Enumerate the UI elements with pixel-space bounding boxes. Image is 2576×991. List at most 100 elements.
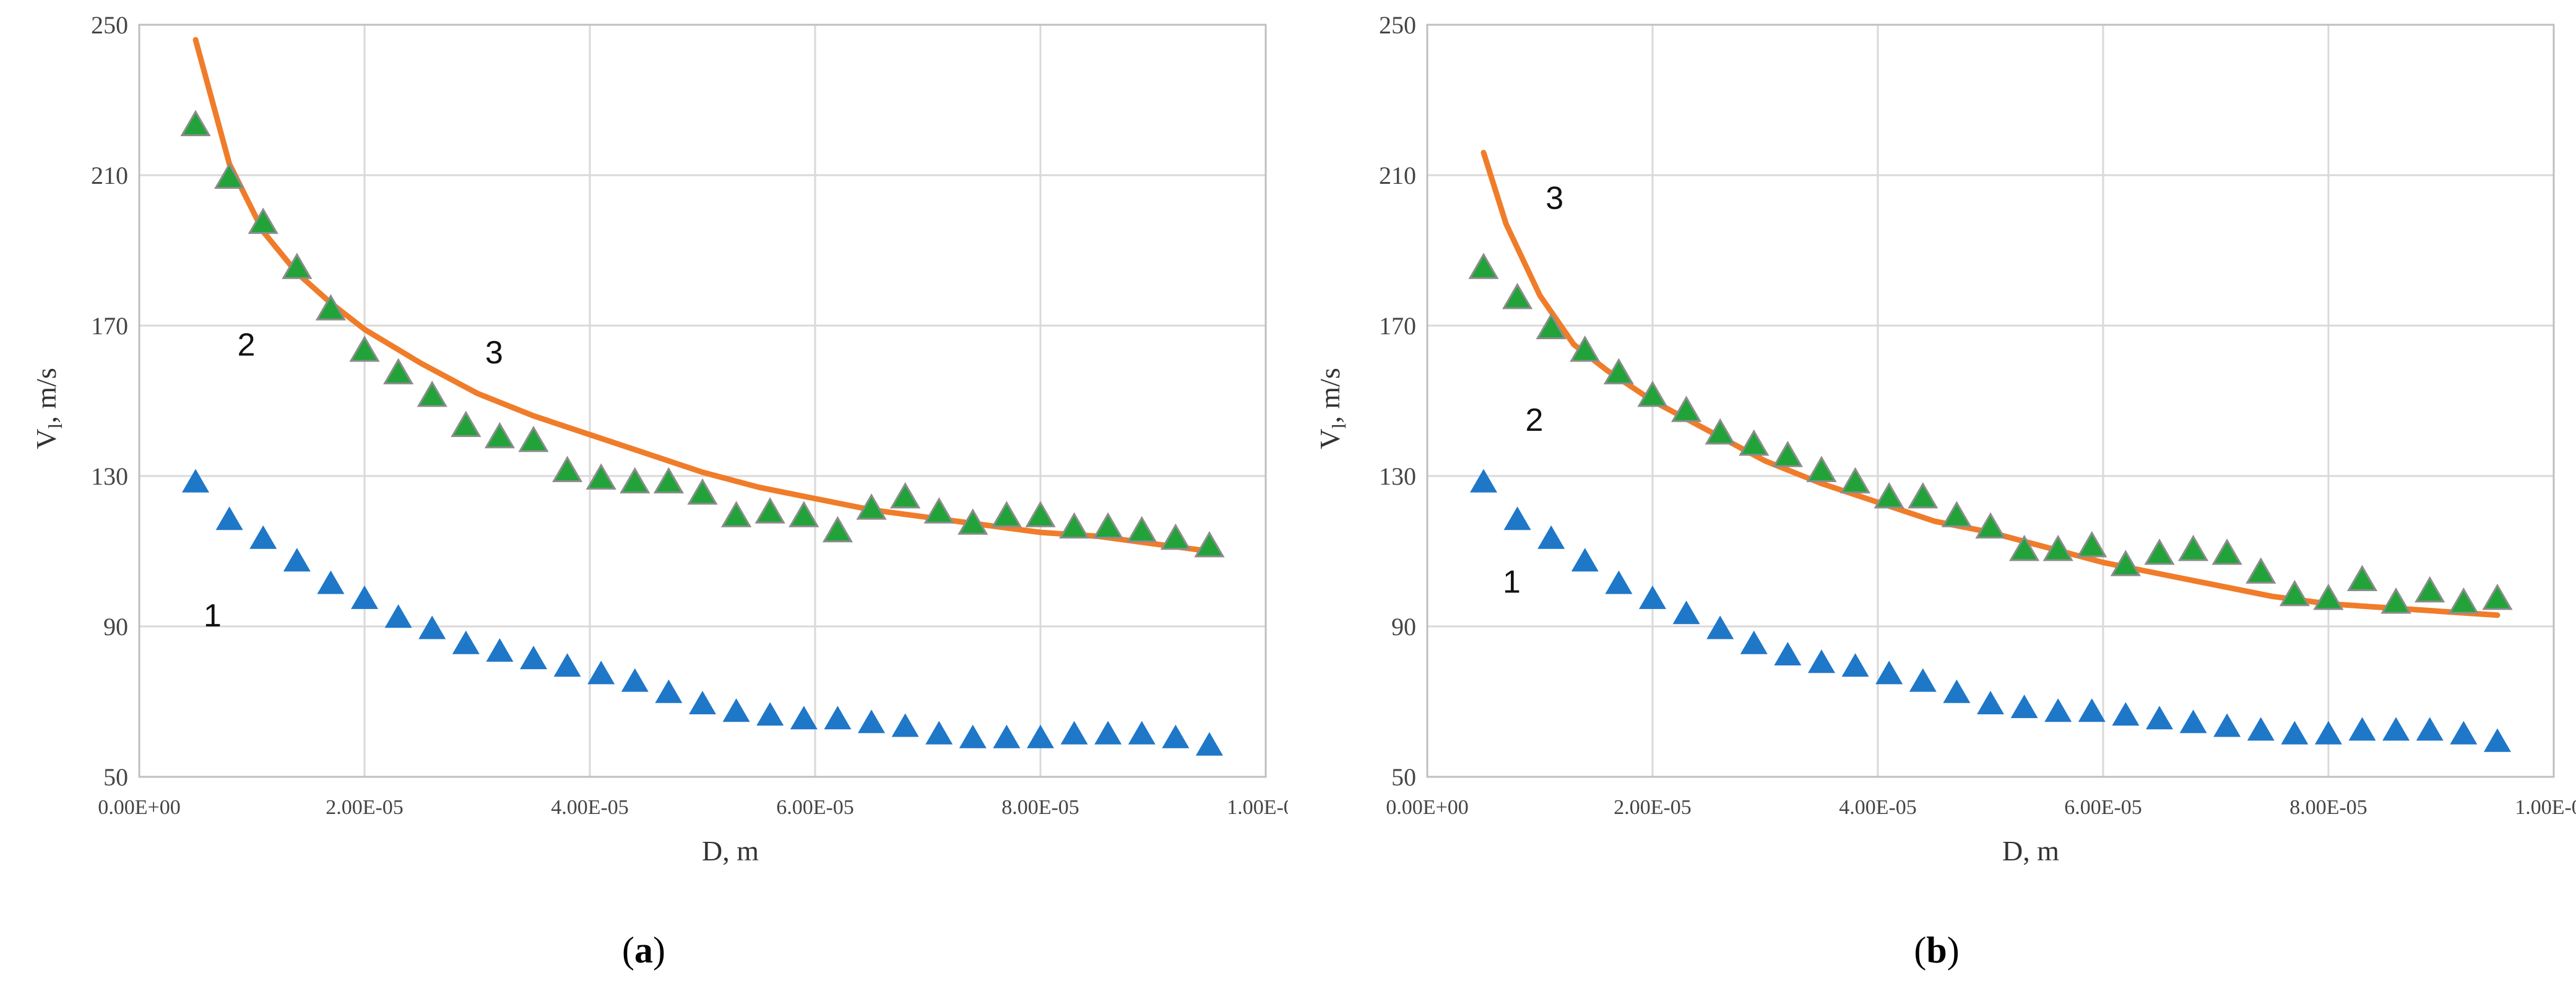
x-tick-label: 2.00E-05 <box>1614 796 1692 819</box>
series-1-point <box>2315 721 2342 745</box>
y-axis-title-subscript: l <box>1328 423 1350 429</box>
x-axis-title: D, m <box>702 835 759 867</box>
series-1-point <box>2247 717 2275 741</box>
y-tick-label: 130 <box>1379 462 1416 490</box>
series-2-point <box>2346 565 2378 591</box>
series-1-point <box>1128 721 1156 745</box>
series-2-point <box>417 380 447 407</box>
y-axis-title-subscript: l <box>44 423 66 429</box>
series-1-point <box>587 660 615 685</box>
series-1-point <box>858 709 885 734</box>
series-1-point <box>2416 717 2444 741</box>
series-1-point <box>2112 702 2140 726</box>
series-2-point <box>180 110 211 136</box>
y-axis-title-unit: , m/s <box>30 368 62 423</box>
series-1-point <box>351 585 378 609</box>
series-1-point <box>317 570 345 594</box>
series-2-point <box>1637 380 1668 407</box>
series-2-point <box>687 478 718 505</box>
series-2-point <box>248 207 279 234</box>
series-2-point <box>620 467 650 494</box>
caption-close: ) <box>1947 930 1960 971</box>
plot-frame <box>1426 24 2555 778</box>
series-1-point <box>655 679 683 703</box>
series-2-point <box>2110 550 2142 576</box>
series-2-point <box>1603 358 1635 384</box>
series-1-point <box>1537 525 1565 549</box>
series-2-point <box>484 422 516 449</box>
series-1-point <box>790 706 818 730</box>
series-2-point <box>991 501 1022 527</box>
series-1-point <box>1571 548 1599 572</box>
y-tick-label: 90 <box>1391 613 1416 641</box>
series-2-point <box>822 516 854 543</box>
series-2-point <box>1194 530 1225 558</box>
y-tick-label: 50 <box>1391 763 1416 791</box>
series-1-point <box>1706 615 1734 639</box>
panel-caption: (b) <box>1914 930 1959 971</box>
series-2-point <box>1874 482 1904 509</box>
series-1-point <box>2450 721 2478 745</box>
series-1-point <box>2348 717 2376 741</box>
caption-letter: b <box>1926 930 1947 971</box>
caption-open: ( <box>622 930 634 971</box>
chart-a-svg: 0.00E+00 2.00E-05 4.00E-05 6.00E-05 8.00E-05… <box>30 11 1288 971</box>
series-1-point <box>1875 660 1903 685</box>
series-1-point <box>891 713 919 737</box>
chart-panel-a: 0.00E+00 2.00E-05 4.00E-05 6.00E-05 8.00E-05… <box>30 11 1288 971</box>
series-2-point <box>923 497 954 524</box>
series-1-point <box>621 668 649 692</box>
series-1-point <box>283 548 311 572</box>
series-2-point <box>889 482 921 509</box>
series-1-point <box>824 706 852 730</box>
x-tick-label: 1.00E-04 <box>1227 796 1288 819</box>
y-tick-label: 130 <box>91 462 128 490</box>
series-2-point <box>720 501 752 527</box>
series-1-point <box>2078 698 2106 722</box>
series-2-point <box>2313 583 2344 610</box>
series-1-point <box>1774 642 1802 665</box>
series-2-point <box>451 410 482 437</box>
series-2-point <box>2042 534 2073 561</box>
x-tick-label: 0.00E+00 <box>1386 796 1468 819</box>
series-1-point <box>2146 706 2173 730</box>
series-1-point <box>2010 695 2038 719</box>
series-3-line <box>1480 150 2500 618</box>
y-axis-title-unit: , m/s <box>1314 368 1346 423</box>
series-2-point <box>1839 467 1871 494</box>
series-2-point <box>349 335 380 362</box>
curve-label-3: 3 <box>485 335 503 371</box>
y-tick-label: 210 <box>91 162 128 189</box>
series-1-point <box>2044 698 2072 722</box>
series-2-point <box>1025 501 1056 527</box>
series-1-point <box>722 698 750 722</box>
series-2-point <box>2448 587 2479 614</box>
series-2-point <box>1502 282 1533 309</box>
series-1-point <box>1672 600 1700 625</box>
series-2-point <box>383 358 414 384</box>
series-1-point <box>1977 691 2004 714</box>
series-1-point <box>215 506 243 530</box>
series-2-point <box>2245 557 2276 584</box>
series-1-point <box>520 646 547 670</box>
series-2-point <box>586 463 616 490</box>
x-tick-label: 0.00E+00 <box>98 796 180 819</box>
series-1-point <box>1027 724 1054 748</box>
series-2-point <box>653 467 685 494</box>
panel-caption: (a) <box>622 930 665 971</box>
series-1-point <box>182 469 209 493</box>
series-2-point <box>2177 534 2209 561</box>
series-2-point <box>1908 482 1938 509</box>
y-tick-label: 50 <box>103 763 128 791</box>
series-1-point <box>2484 728 2511 752</box>
series-1-point <box>1605 570 1633 594</box>
y-tick-label: 250 <box>1379 11 1416 39</box>
chart-panel-b: 0.00E+00 2.00E-05 4.00E-05 6.00E-05 8.00E-05… <box>1288 0 2576 991</box>
series-1-point <box>553 653 581 677</box>
y-axis-title-symbol: V <box>30 429 62 449</box>
y-tick-label: 170 <box>91 312 128 340</box>
x-axis-title: D, m <box>2002 835 2059 867</box>
series-2-point <box>2144 539 2175 565</box>
y-tick-label: 170 <box>1379 312 1416 340</box>
x-tick-label: 4.00E-05 <box>551 796 629 819</box>
